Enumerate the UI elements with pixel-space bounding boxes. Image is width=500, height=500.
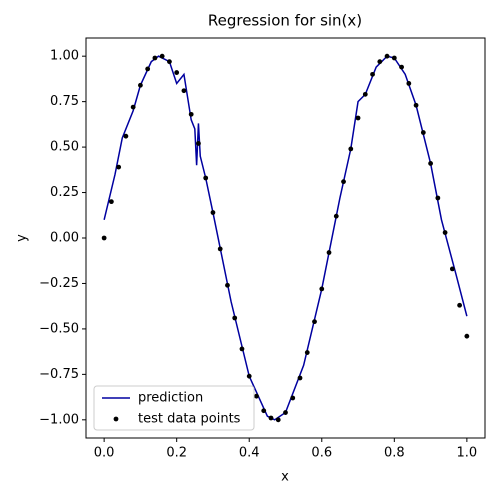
data-point — [159, 53, 165, 59]
data-point — [181, 88, 187, 94]
data-point — [297, 375, 303, 381]
data-point — [152, 55, 158, 61]
plot-frame — [85, 37, 486, 439]
data-point — [341, 179, 346, 185]
data-point — [457, 302, 463, 308]
data-point — [304, 350, 310, 355]
data-point — [312, 319, 317, 325]
legend-box — [93, 385, 255, 431]
data-point — [246, 373, 252, 379]
y-tick-label: 0.25 — [50, 185, 79, 200]
data-point — [283, 410, 288, 415]
data-point — [261, 408, 267, 414]
data-point — [290, 395, 296, 401]
data-point — [138, 82, 143, 88]
data-point — [217, 246, 223, 252]
data-point — [254, 393, 259, 399]
data-point — [225, 282, 230, 288]
y-tick-label: −1.00 — [39, 412, 79, 427]
x-tick-label: 0.6 — [311, 446, 332, 461]
data-point — [384, 53, 390, 59]
y-tick-label: 1.00 — [50, 49, 79, 64]
data-point — [449, 266, 455, 272]
data-point — [391, 55, 397, 61]
y-tick-label: −0.50 — [39, 321, 79, 336]
data-point — [362, 91, 368, 97]
y-tick-label: 0.50 — [50, 140, 79, 155]
legend-label: prediction — [138, 391, 203, 406]
x-tick-label: 0.2 — [166, 446, 187, 461]
y-tick-label: −0.75 — [39, 367, 79, 382]
y-tick-label: −0.25 — [39, 276, 79, 291]
data-point — [355, 115, 361, 121]
data-point — [145, 66, 151, 72]
data-point — [167, 59, 172, 65]
data-point — [174, 70, 180, 75]
y-tick-label: 0.00 — [50, 231, 79, 246]
data-point — [101, 235, 107, 241]
legend-dot — [113, 416, 119, 422]
data-point — [130, 104, 136, 110]
data-point — [108, 199, 114, 205]
data-point — [319, 286, 325, 292]
data-point — [239, 346, 245, 352]
data-point — [413, 102, 419, 108]
data-point — [188, 111, 194, 117]
data-point — [420, 130, 426, 135]
data-point — [275, 417, 281, 423]
data-point — [370, 71, 375, 77]
y-tick-label: 0.75 — [50, 94, 79, 109]
data-point — [348, 146, 354, 152]
data-point — [123, 133, 129, 139]
chart-title: Regression for sin(x) — [208, 12, 362, 30]
data-point — [196, 141, 201, 146]
legend-label: test data points — [138, 412, 241, 427]
data-point — [428, 161, 433, 166]
x-tick-label: 1.0 — [457, 446, 478, 461]
data-point — [399, 64, 404, 70]
data-point — [464, 333, 470, 339]
data-point — [326, 250, 332, 255]
data-point — [377, 59, 383, 65]
x-tick-label: 0.4 — [239, 446, 260, 461]
y-axis-label: y — [15, 234, 30, 242]
data-point — [232, 315, 238, 321]
x-axis-label: x — [281, 470, 289, 485]
data-point — [116, 164, 122, 170]
data-point — [203, 175, 209, 181]
data-point — [333, 213, 339, 219]
x-tick-label: 0.8 — [384, 446, 405, 461]
data-point — [210, 210, 216, 215]
data-point — [435, 195, 441, 201]
x-tick-label: 0.0 — [94, 446, 115, 461]
data-point — [442, 230, 448, 235]
data-point — [268, 415, 274, 421]
data-point — [406, 81, 412, 86]
